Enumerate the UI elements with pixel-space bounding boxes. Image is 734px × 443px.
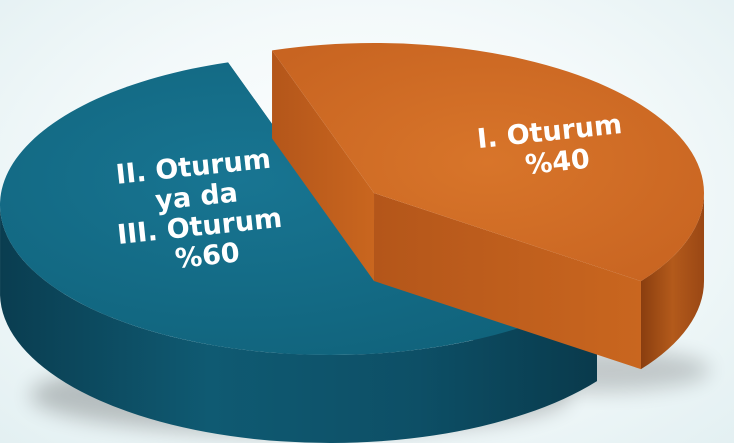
slice-side-wall (640, 193, 705, 370)
slice-label-2: II. Oturum ya da III. Oturum %60 (109, 142, 296, 281)
slice-cut-face (272, 50, 375, 282)
slice-side-wall (0, 207, 597, 443)
slice-cut-face (374, 193, 641, 370)
slice-1-top (272, 43, 705, 282)
